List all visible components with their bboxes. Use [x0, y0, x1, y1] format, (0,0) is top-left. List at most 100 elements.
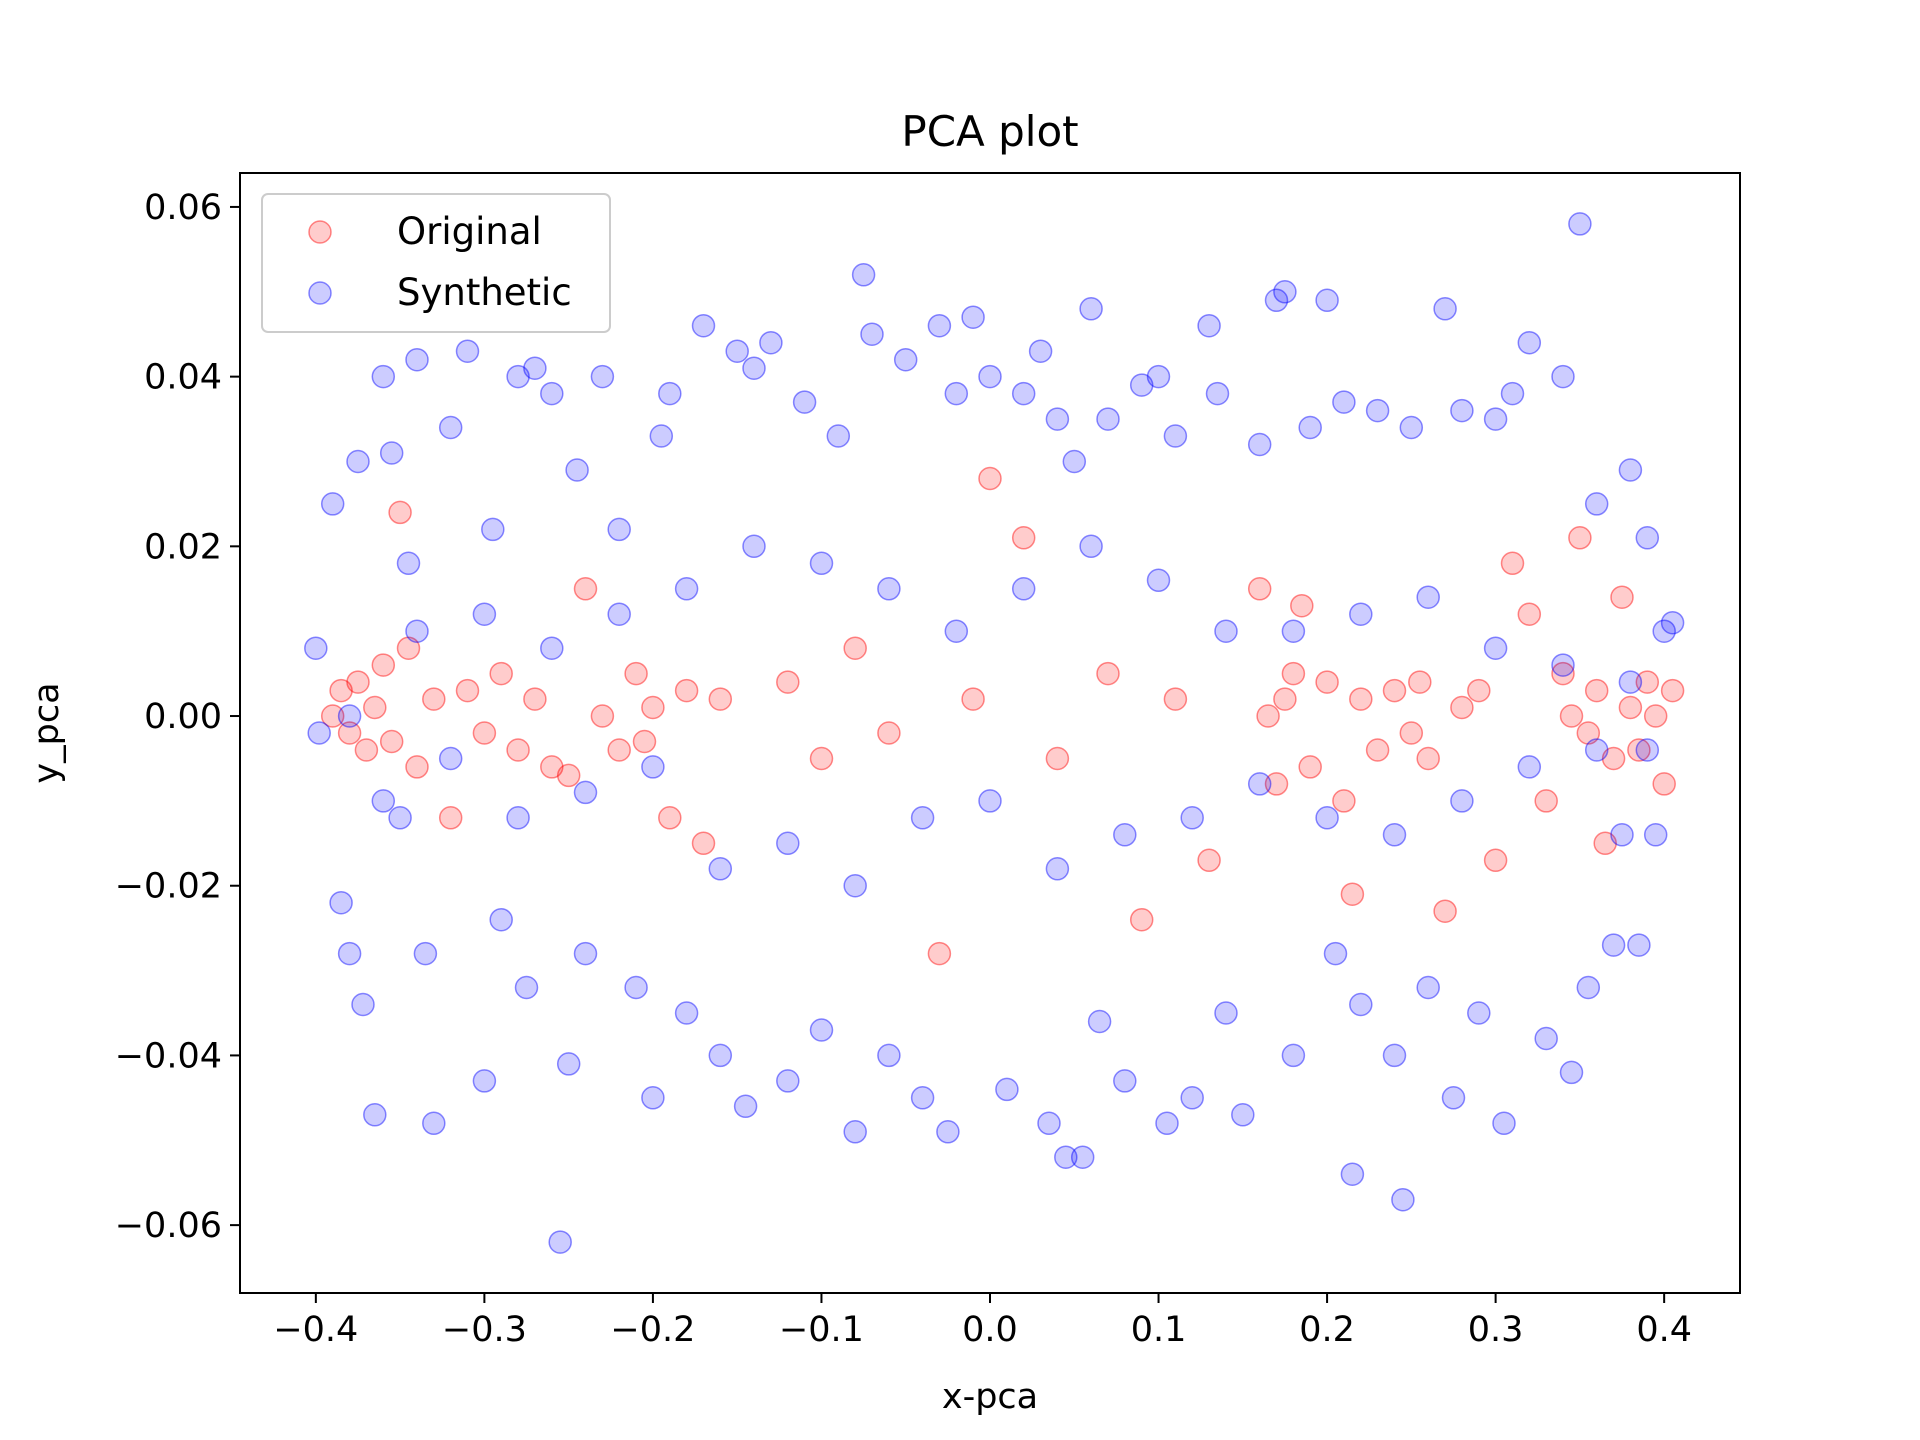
point-original: [1129, 907, 1154, 932]
point-original: [776, 670, 800, 694]
point-synthetic: [843, 873, 867, 898]
point-synthetic: [927, 313, 952, 338]
y-tick-label: 0.00: [144, 697, 222, 737]
point-synthetic: [1483, 636, 1508, 660]
point-original: [1559, 704, 1584, 728]
point-original: [1568, 526, 1592, 550]
point-original: [573, 577, 598, 601]
point-synthetic: [1618, 670, 1643, 694]
x-tick-label: 0.4: [1636, 1310, 1692, 1350]
point-synthetic: [1155, 1111, 1179, 1136]
point-synthetic: [396, 551, 421, 576]
point-synthetic: [1643, 823, 1668, 847]
point-original: [1315, 670, 1339, 694]
point-synthetic: [826, 424, 851, 448]
point-original: [1517, 602, 1542, 626]
point-original: [708, 687, 733, 711]
y-tick-label: 0.06: [144, 188, 222, 228]
point-synthetic: [1011, 577, 1036, 601]
point-original: [346, 670, 370, 694]
point-synthetic: [1197, 313, 1221, 338]
point-synthetic: [1079, 534, 1103, 559]
point-original: [1264, 772, 1289, 796]
point-synthetic: [1231, 1103, 1255, 1127]
point-original: [422, 687, 446, 711]
x-tick-label: 0.0: [962, 1310, 1018, 1350]
point-original: [1273, 687, 1297, 711]
legend: Original Synthetic: [261, 193, 611, 333]
point-synthetic: [573, 780, 598, 805]
point-synthetic: [1273, 280, 1297, 304]
point-synthetic: [481, 517, 505, 542]
point-original: [1340, 882, 1365, 906]
point-synthetic: [565, 458, 589, 482]
point-synthetic: [1315, 288, 1339, 313]
point-synthetic: [455, 339, 480, 363]
chart-title: PCA plot: [901, 107, 1078, 156]
point-original: [1467, 678, 1491, 703]
point-original: [1349, 687, 1373, 711]
point-original: [1652, 772, 1676, 796]
point-original: [641, 695, 665, 720]
point-synthetic: [910, 1086, 935, 1110]
point-original: [396, 636, 421, 660]
point-synthetic: [1382, 823, 1407, 847]
point-original: [329, 678, 353, 703]
y-axis: 0.06 0.04 0.02 0.00 −0.02 −0.04 −0.06: [115, 188, 240, 1246]
point-original: [1601, 746, 1626, 771]
point-original: [624, 661, 648, 686]
point-synthetic: [1450, 398, 1474, 423]
point-synthetic: [1500, 381, 1525, 406]
point-synthetic: [1205, 381, 1230, 406]
point-synthetic: [405, 619, 429, 643]
point-original: [489, 661, 513, 686]
point-synthetic: [1247, 772, 1272, 796]
point-synthetic: [708, 857, 733, 881]
point-synthetic: [1492, 1111, 1516, 1136]
point-synthetic: [1247, 432, 1272, 457]
point-synthetic: [1113, 823, 1137, 847]
point-synthetic: [1652, 619, 1676, 643]
point-synthetic: [1584, 492, 1609, 516]
point-synthetic: [506, 364, 530, 389]
point-original: [1247, 577, 1272, 601]
point-original: [691, 831, 716, 856]
point-original: [337, 721, 362, 745]
point-original: [1256, 704, 1280, 728]
point-original: [540, 755, 564, 779]
point-synthetic: [1011, 381, 1036, 406]
point-synthetic: [641, 755, 665, 779]
point-original: [363, 695, 387, 720]
point-synthetic: [1054, 1145, 1078, 1169]
point-synthetic: [961, 305, 985, 329]
point-synthetic: [307, 721, 331, 745]
point-synthetic: [792, 390, 817, 414]
point-synthetic: [1096, 407, 1120, 431]
point-synthetic: [514, 975, 539, 1000]
point-original: [632, 729, 657, 754]
point-synthetic: [371, 789, 396, 813]
x-tick-label: −0.3: [442, 1310, 527, 1350]
point-synthetic: [1467, 1001, 1491, 1025]
point-original: [1635, 670, 1660, 694]
point-synthetic: [691, 313, 716, 338]
point-synthetic: [1635, 738, 1660, 762]
point-synthetic: [742, 534, 766, 559]
point-synthetic: [944, 381, 969, 406]
point-synthetic: [1618, 458, 1643, 482]
point-original: [506, 738, 530, 762]
point-synthetic: [725, 339, 749, 363]
point-synthetic: [607, 602, 631, 626]
point-original: [379, 729, 404, 754]
point-synthetic: [809, 1018, 834, 1042]
point-synthetic: [1180, 1086, 1204, 1110]
point-synthetic: [329, 890, 353, 915]
point-original: [1643, 704, 1668, 728]
point-synthetic: [388, 806, 412, 830]
point-synthetic: [1441, 1086, 1466, 1110]
point-synthetic: [1264, 288, 1289, 313]
point-synthetic: [1045, 857, 1070, 881]
legend-label-synthetic: Synthetic: [397, 271, 572, 314]
point-synthetic: [641, 1086, 665, 1110]
